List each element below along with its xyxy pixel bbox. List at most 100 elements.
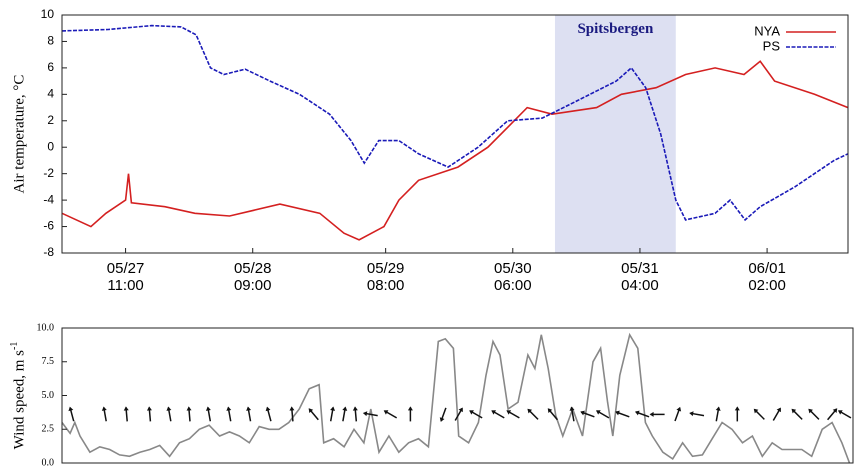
wind-arrow <box>715 406 721 422</box>
wind-arrow <box>469 410 483 419</box>
highlight-label: Spitsbergen <box>577 21 654 37</box>
arrow-head <box>753 408 759 414</box>
y-axis-label: Wind speed, m s-1 <box>9 342 28 450</box>
x-tick-label: 05/28 09:00 <box>234 260 272 294</box>
y-tick-label: 8 <box>47 34 54 48</box>
wind-arrow <box>226 406 232 422</box>
arrow-head <box>689 411 694 417</box>
wind-arrow <box>527 408 539 420</box>
y-tick-label: 10 <box>41 7 55 21</box>
y-tick-label: 5.0 <box>42 390 55 401</box>
wind-arrow <box>146 406 152 422</box>
arrow-head <box>491 410 496 415</box>
arrow-head <box>289 406 295 411</box>
y-tick-label: 2.5 <box>42 424 55 435</box>
x-tick-line: 02:00 <box>748 277 786 294</box>
arrow-head <box>715 406 721 411</box>
wind-arrow <box>808 408 820 420</box>
arrow-head <box>595 410 601 415</box>
arrow-head <box>265 406 271 412</box>
x-tick-label: 05/31 04:00 <box>621 260 659 294</box>
arrow-head <box>734 406 740 411</box>
wind-arrow <box>439 407 447 422</box>
y-tick-label: 10.0 <box>37 322 55 333</box>
series-line <box>62 332 851 463</box>
arrow-head <box>330 406 336 411</box>
y-axis-label: Air temperature, °C <box>11 75 27 194</box>
wind-arrow <box>595 410 610 419</box>
y-tick-label: -6 <box>43 219 54 233</box>
arrow-head <box>506 410 512 415</box>
y-tick-label: 4 <box>47 87 54 101</box>
arrow-head <box>166 406 172 411</box>
x-tick-label: 05/29 08:00 <box>367 260 405 294</box>
wind-arrow <box>569 406 575 422</box>
wind-arrow <box>289 406 295 422</box>
wind-arrow <box>753 408 765 420</box>
y-tick-label: 7.5 <box>42 356 55 367</box>
wind-arrow <box>246 406 252 422</box>
x-tick-line: 09:00 <box>234 277 272 294</box>
plot-frame <box>61 14 849 254</box>
wind-arrow <box>580 410 595 418</box>
wind-arrow <box>674 406 682 422</box>
x-tick-label: 05/30 06:00 <box>494 260 532 294</box>
arrow-head <box>469 410 474 415</box>
wind-arrow <box>689 411 705 417</box>
wind-arrow <box>791 408 803 420</box>
wind-arrow <box>649 411 665 417</box>
wind-arrow <box>506 410 520 419</box>
arrow-head <box>837 410 843 415</box>
wind-arrow <box>407 406 413 422</box>
wind-arrow <box>265 406 272 422</box>
wind-arrow <box>547 408 558 421</box>
x-tick-line: 05/30 <box>494 260 532 277</box>
arrow-head <box>649 411 654 417</box>
arrow-head <box>808 408 813 414</box>
wind-arrow <box>837 410 852 419</box>
arrow-head <box>308 408 314 413</box>
wind-arrow <box>205 406 212 422</box>
arrow-head <box>383 410 389 415</box>
arrow-head <box>439 417 445 422</box>
arrow-head <box>458 407 463 413</box>
arrow-head <box>791 408 797 414</box>
y-tick-label: -2 <box>43 166 54 180</box>
x-tick-line: 06:00 <box>494 277 532 294</box>
arrow-head <box>205 406 211 411</box>
arrow-head <box>547 408 553 413</box>
wind-arrow <box>342 406 348 422</box>
arrow-head <box>580 410 585 416</box>
wind-arrow <box>166 406 172 422</box>
y-tick-label: -4 <box>43 192 54 206</box>
wind-arrow <box>352 406 358 422</box>
y-axis-label-sup: -1 <box>9 342 20 350</box>
arrow-head <box>101 406 107 411</box>
arrow-head <box>676 406 682 412</box>
y-tick-label: -8 <box>43 245 54 259</box>
wind-arrow <box>123 406 129 422</box>
wind-arrow <box>772 407 781 421</box>
x-tick-line: 04:00 <box>621 277 659 294</box>
arrow-head <box>569 406 575 411</box>
wind-arrow <box>827 408 838 421</box>
x-tick-line: 11:00 <box>107 277 143 294</box>
y-tick-label: 0.0 <box>42 457 55 468</box>
wind-arrow <box>454 407 463 421</box>
arrow-head <box>832 408 838 413</box>
series-line <box>62 24 848 222</box>
arrow-head <box>527 408 533 414</box>
arrow-head <box>146 406 152 411</box>
wind-arrow <box>68 406 75 422</box>
x-tick-line: 05/28 <box>234 260 272 277</box>
y-tick-label: 6 <box>47 60 54 74</box>
x-tick-label: 05/27 11:00 <box>107 260 145 294</box>
arrow-head <box>123 406 129 411</box>
arrow-head <box>407 406 413 411</box>
arrow-head <box>615 410 620 416</box>
x-tick-line: 05/31 <box>621 260 659 277</box>
x-tick-line: 05/29 <box>367 260 405 277</box>
wind-arrow <box>615 410 630 418</box>
legend-label: PS <box>763 38 781 53</box>
